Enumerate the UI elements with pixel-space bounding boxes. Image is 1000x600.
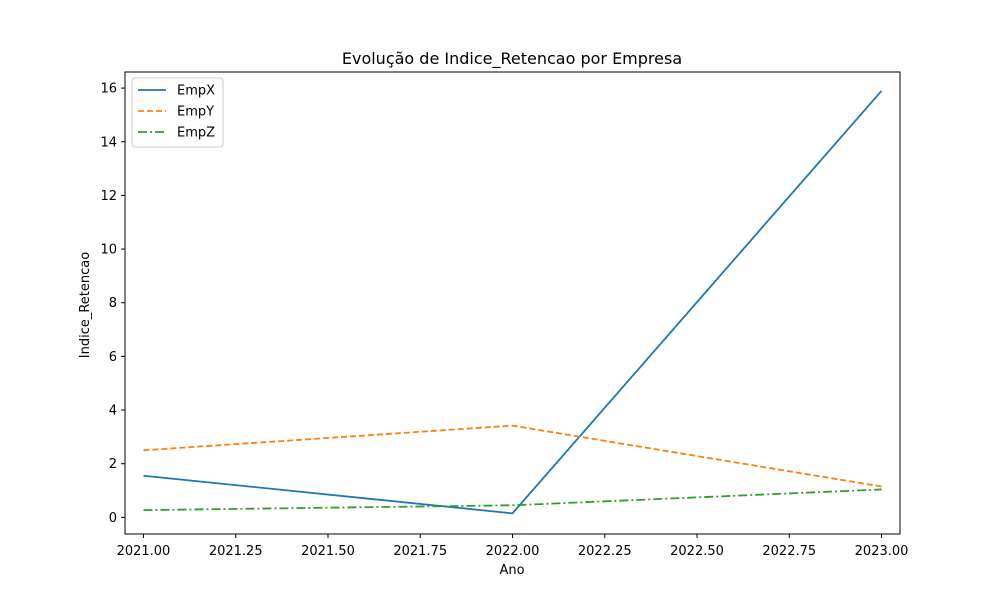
y-tick-label: 12	[100, 189, 117, 204]
y-tick-label: 16	[100, 82, 117, 97]
x-axis: 2021.00 2021.25 2021.50 2021.75 2022.00 2022.…	[117, 534, 909, 559]
legend-box	[131, 77, 224, 148]
series-line-empy	[143, 424, 882, 488]
x-tick-label: 2021.00	[117, 544, 171, 559]
y-axis-label: Indice_Retencao	[78, 252, 93, 358]
y-tick-label: 6	[109, 350, 117, 365]
x-tick-label: 2021.75	[393, 544, 447, 559]
series-line-empx	[143, 90, 883, 515]
x-tick-label: 2022.50	[670, 544, 724, 559]
y-tick-label: 2	[109, 457, 117, 472]
x-tick-label: 2022.25	[578, 544, 632, 559]
legend: EmpX EmpY EmpZ	[131, 77, 224, 148]
legend-label-empz: EmpZ	[177, 126, 215, 141]
series-line-empz	[143, 488, 882, 512]
legend-label-empy: EmpY	[177, 105, 214, 120]
y-tick-label: 0	[109, 511, 117, 526]
x-tick-label: 2022.00	[486, 544, 540, 559]
legend-label-empx: EmpX	[177, 84, 215, 99]
x-tick-label: 2021.50	[301, 544, 355, 559]
x-axis-label: Ano	[499, 563, 524, 578]
x-tick-label: 2023.00	[855, 544, 909, 559]
series-layer	[143, 90, 883, 515]
y-tick-label: 14	[100, 135, 117, 150]
y-tick-label: 8	[109, 296, 117, 311]
x-tick-label: 2021.25	[209, 544, 263, 559]
y-tick-label: 4	[109, 404, 117, 419]
x-tick-label: 2022.75	[762, 544, 816, 559]
y-axis: 0 2 4 6 8 10 12 14 16	[100, 82, 125, 526]
y-tick-label: 10	[100, 243, 117, 258]
chart-title: Evolução de Indice_Retencao por Empresa	[342, 49, 682, 69]
